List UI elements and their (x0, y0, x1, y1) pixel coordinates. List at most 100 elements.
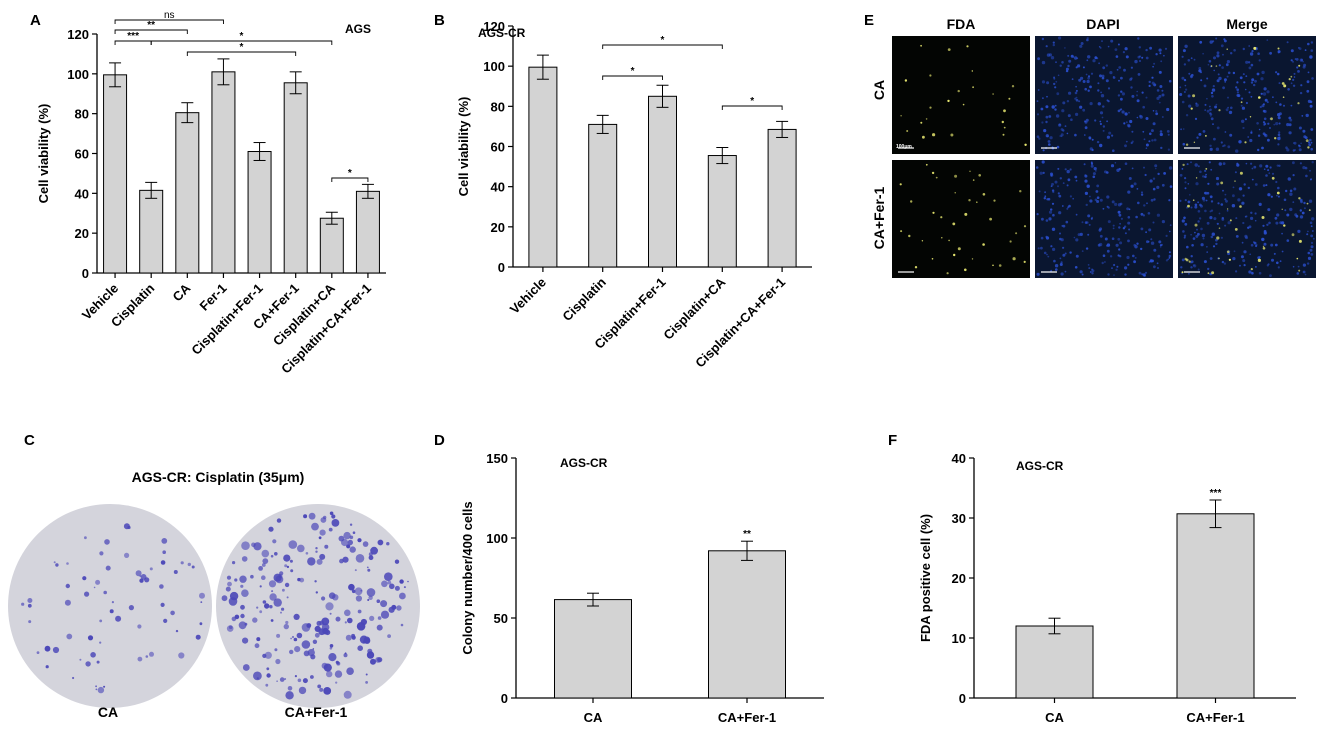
nucleus-dot (1181, 219, 1185, 223)
nucleus-dot (1223, 144, 1226, 147)
colony (407, 580, 409, 583)
nucleus-dot (1183, 63, 1187, 66)
nucleus-dot (1097, 243, 1101, 247)
fda-positive-dot (1187, 204, 1190, 208)
nucleus-dot (1301, 211, 1305, 215)
nucleus-dot (1204, 209, 1207, 213)
nucleus-dot (1263, 123, 1266, 126)
nucleus-dot (1141, 191, 1143, 194)
colony (287, 686, 293, 691)
nucleus-dot (1311, 230, 1314, 232)
colony (99, 551, 104, 556)
nucleus-dot (1149, 132, 1152, 136)
nucleus-dot (1218, 212, 1221, 215)
colony (279, 677, 285, 682)
colony (349, 535, 354, 540)
nucleus-dot (1190, 260, 1194, 264)
colony (253, 671, 262, 681)
nucleus-dot (1111, 134, 1114, 137)
colony (274, 648, 278, 652)
chart-a-significance-label: * (240, 31, 244, 42)
nucleus-dot (1242, 47, 1245, 51)
fda-positive-dot (976, 201, 978, 203)
nucleus-dot (1123, 122, 1126, 125)
nucleus-dot (1220, 203, 1224, 206)
nucleus-dot (1057, 192, 1060, 195)
nucleus-dot (1198, 217, 1202, 220)
nucleus-dot (1112, 76, 1116, 79)
colony (109, 609, 114, 614)
nucleus-dot (1100, 91, 1102, 94)
chart-f-significance-label: *** (1210, 488, 1222, 499)
colony (261, 575, 266, 580)
nucleus-dot (1085, 203, 1088, 207)
nucleus-dot (1087, 89, 1090, 92)
nucleus-dot (1038, 190, 1041, 193)
nucleus-dot (1256, 72, 1260, 76)
colony (276, 633, 281, 638)
panel-c-title: AGS-CR: Cisplatin (35μm) (132, 469, 305, 485)
fda-positive-dot (1298, 64, 1301, 67)
chart-a-ytick-label: 40 (75, 186, 89, 201)
nucleus-dot (1190, 233, 1192, 236)
nucleus-dot (1309, 55, 1313, 59)
nucleus-dot (1119, 241, 1123, 245)
nucleus-dot (1307, 42, 1310, 46)
fda-positive-dot (1008, 97, 1011, 100)
nucleus-dot (1224, 193, 1227, 196)
nucleus-dot (1069, 251, 1072, 254)
nucleus-dot (1059, 257, 1062, 260)
colony (27, 598, 33, 603)
nucleus-dot (1148, 228, 1152, 232)
colony (228, 625, 233, 629)
nucleus-dot (1265, 164, 1269, 168)
colony (195, 634, 201, 640)
nucleus-dot (1212, 85, 1215, 88)
nucleus-dot (1115, 243, 1119, 247)
nucleus-dot (1226, 75, 1229, 78)
nucleus-dot (1209, 257, 1213, 260)
fda-positive-dot (908, 234, 911, 238)
colony (85, 661, 91, 667)
microscopy-tile (1178, 36, 1316, 154)
fda-positive-dot (1276, 191, 1280, 195)
nucleus-dot (1254, 219, 1257, 222)
colony (302, 678, 308, 684)
nucleus-dot (1292, 60, 1294, 63)
nucleus-dot (1083, 163, 1086, 166)
nucleus-dot (1089, 271, 1092, 273)
nucleus-dot (1286, 148, 1290, 152)
colony (399, 592, 406, 600)
nucleus-dot (1267, 122, 1270, 125)
nucleus-dot (1258, 256, 1261, 259)
chart-a-bar (319, 217, 344, 274)
nucleus-dot (1094, 56, 1098, 60)
nucleus-dot (1062, 253, 1066, 257)
nucleus-dot (1242, 73, 1245, 76)
chart-a-bar (283, 82, 308, 274)
nucleus-dot (1075, 238, 1079, 242)
nucleus-dot (1190, 57, 1193, 60)
nucleus-dot (1308, 143, 1312, 147)
nucleus-dot (1275, 101, 1278, 104)
nucleus-dot (1265, 184, 1268, 187)
nucleus-dot (1068, 91, 1072, 95)
fda-positive-dot (914, 266, 918, 269)
nucleus-dot (1059, 64, 1062, 67)
nucleus-dot (1102, 207, 1105, 210)
nucleus-dot (1241, 119, 1245, 124)
chart-f-bar (1176, 513, 1255, 699)
nucleus-dot (1250, 130, 1253, 133)
nucleus-dot (1120, 97, 1123, 101)
nucleus-dot (1241, 241, 1244, 244)
nucleus-dot (1272, 96, 1274, 99)
nucleus-dot (1276, 213, 1280, 217)
colony (297, 678, 302, 683)
nucleus-dot (1302, 263, 1306, 267)
nucleus-dot (1087, 75, 1091, 78)
nucleus-dot (1073, 56, 1078, 60)
chart-a-significance-bracket (331, 177, 369, 182)
nucleus-dot (1305, 174, 1308, 178)
fda-positive-dot (1308, 209, 1311, 212)
